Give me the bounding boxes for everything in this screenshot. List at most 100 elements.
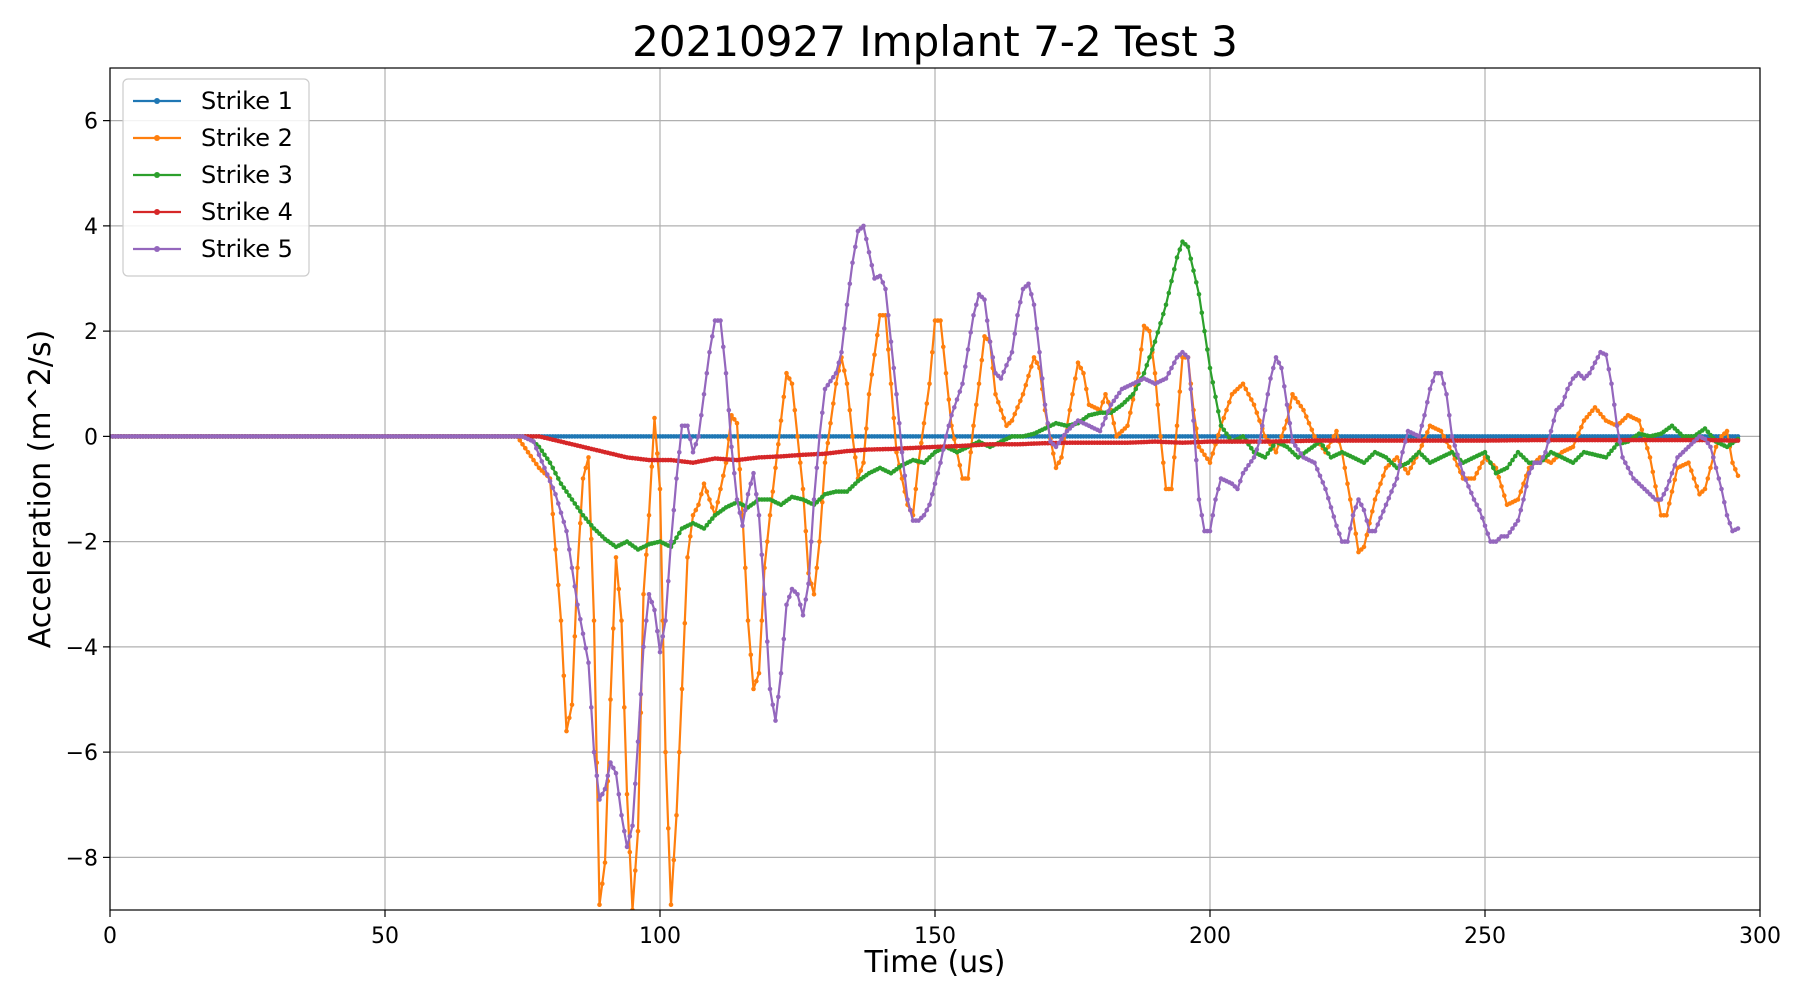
strike-2-point xyxy=(979,357,985,363)
strike-2-point xyxy=(886,347,891,352)
strike-5-point xyxy=(1196,497,1202,502)
strike-3-point xyxy=(1491,465,1496,471)
strike-5-point xyxy=(1719,486,1724,492)
legend-item: Strike 2 xyxy=(133,124,293,152)
strike-5-point xyxy=(1172,360,1177,366)
strike-2-point xyxy=(1034,360,1040,366)
strike-5-point xyxy=(861,223,866,229)
strike-5-point xyxy=(971,313,976,318)
strike-2-point xyxy=(1249,397,1254,402)
strike-5-point xyxy=(1334,523,1339,529)
strike-2-point xyxy=(608,697,613,702)
strike-2-point xyxy=(1205,456,1210,462)
strike-2-point xyxy=(1301,407,1306,413)
strike-5-point xyxy=(798,602,803,608)
strike-2-point xyxy=(1139,347,1144,352)
strike-5-point xyxy=(1345,539,1350,544)
y-tick-label: 2 xyxy=(84,320,98,345)
strike-5-point xyxy=(594,773,600,779)
strike-2-point xyxy=(891,415,897,421)
strike-5-point xyxy=(1260,423,1265,429)
strike-5-point xyxy=(1480,515,1485,521)
strike-2-point xyxy=(674,813,679,818)
strike-2-point xyxy=(767,513,773,518)
strike-5-point xyxy=(1669,470,1675,476)
strike-2-point xyxy=(1403,467,1408,472)
strike-2-point xyxy=(1312,434,1317,439)
strike-2-point xyxy=(556,582,561,588)
strike-5-point xyxy=(1348,526,1353,531)
strike-3-point xyxy=(1606,451,1612,457)
strike-2-point xyxy=(828,420,833,426)
strike-5-point xyxy=(657,649,663,655)
strike-5-point xyxy=(1416,434,1422,439)
strike-5-point xyxy=(1029,292,1034,297)
strike-5-point xyxy=(1713,465,1719,471)
strike-2-point xyxy=(1103,392,1108,397)
strike-2-point xyxy=(787,376,792,381)
strike-5-point xyxy=(1100,422,1106,427)
strike-2-point xyxy=(1304,414,1309,419)
strike-2-point xyxy=(1496,474,1502,480)
strike-2-point xyxy=(800,486,806,492)
strike-2-point xyxy=(718,486,723,492)
strike-2-point xyxy=(682,620,688,626)
strike-5-point xyxy=(1331,514,1337,519)
strike-5-point xyxy=(1724,513,1730,518)
strike-3-point xyxy=(545,456,550,462)
strike-2-point xyxy=(811,592,817,597)
strike-2-point xyxy=(842,368,847,373)
strike-3-point xyxy=(1268,447,1273,452)
strike-5-point xyxy=(831,374,836,380)
strike-2-point xyxy=(1438,428,1444,434)
strike-3-point xyxy=(1609,448,1614,454)
strike-3-point xyxy=(586,519,591,525)
strike-2-point xyxy=(1361,544,1367,550)
strike-5-point xyxy=(1389,489,1394,494)
strike-2-point xyxy=(1441,434,1447,439)
strike-3-point xyxy=(561,485,567,491)
strike-3-point xyxy=(1177,247,1183,252)
strike-5-point xyxy=(536,452,542,458)
strike-5-point xyxy=(902,473,908,479)
strike-5-point xyxy=(611,765,616,771)
strike-2-point xyxy=(1202,452,1207,458)
strike-2-point xyxy=(1059,455,1064,460)
strike-5-point xyxy=(1614,423,1620,429)
strike-5-point xyxy=(836,360,842,366)
strike-3-point xyxy=(707,519,712,525)
strike-2-point xyxy=(699,492,704,497)
strike-5-point xyxy=(809,539,814,544)
strike-5-point xyxy=(553,492,558,497)
strike-5-point xyxy=(1474,502,1480,508)
strike-3-point xyxy=(1708,432,1713,438)
strike-2-point xyxy=(668,902,674,907)
strike-5-point xyxy=(1664,486,1669,492)
strike-5-point xyxy=(1458,461,1463,467)
strike-5-point xyxy=(748,481,754,487)
strike-2-point xyxy=(1474,470,1480,476)
strike-5-point xyxy=(1009,349,1015,355)
strike-5-point xyxy=(1279,365,1284,371)
y-tick-label: −6 xyxy=(66,741,98,766)
strike-2-point xyxy=(1702,486,1708,492)
strike-3-point xyxy=(1144,363,1150,368)
strike-5-point xyxy=(883,286,888,292)
strike-5-point xyxy=(960,381,965,387)
strike-2-point xyxy=(690,513,696,518)
strike-5-point xyxy=(930,492,935,497)
x-tick-label: 150 xyxy=(914,924,956,949)
strike-2-point xyxy=(1075,360,1081,366)
strike-5-point xyxy=(1284,402,1290,408)
strike-5-point xyxy=(578,616,583,622)
strike-2-point xyxy=(866,392,872,397)
strike-5-point xyxy=(1262,407,1268,413)
strike-5-point xyxy=(1001,369,1006,375)
strike-2-point xyxy=(1353,531,1359,536)
strike-2-point xyxy=(721,473,726,479)
strike-2-point xyxy=(1018,398,1023,404)
strike-2-point xyxy=(792,407,798,413)
strike-5-point xyxy=(817,434,822,439)
strike-5-point xyxy=(542,465,547,471)
strike-5-point xyxy=(655,628,660,634)
